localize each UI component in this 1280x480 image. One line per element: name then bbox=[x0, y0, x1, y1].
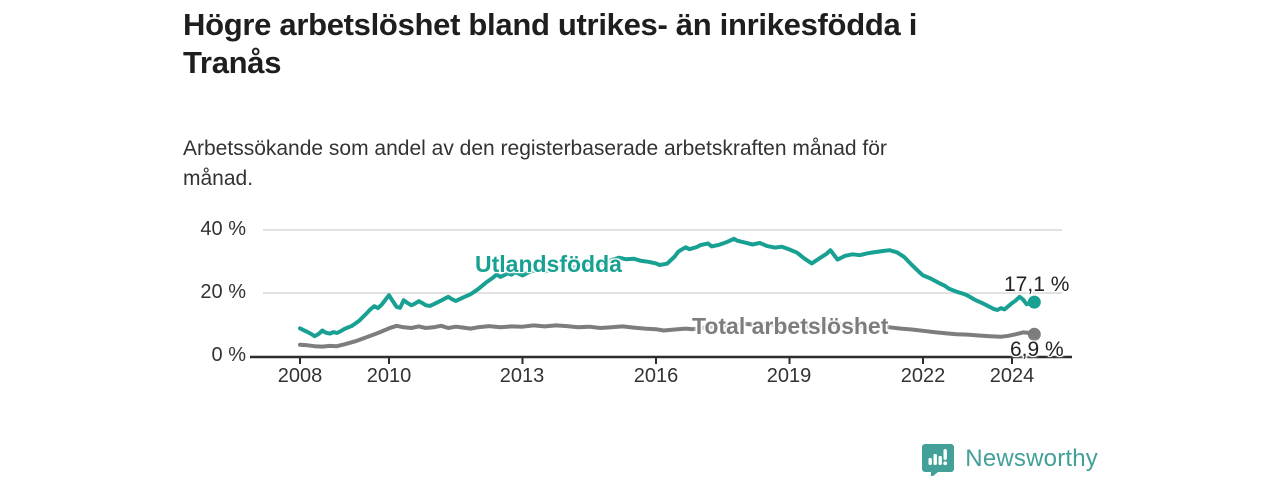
chart-title: Högre arbetslöshet bland utrikes- än inr… bbox=[183, 7, 918, 80]
series-label-utlandsfodda: Utlandsfödda bbox=[475, 251, 622, 277]
newsworthy-logo-text: Newsworthy bbox=[965, 445, 1098, 472]
y-axis-tick-label: 40 % bbox=[200, 218, 246, 240]
x-axis-tick-label: 2024 bbox=[989, 365, 1035, 387]
newsworthy-logo-icon bbox=[922, 444, 955, 476]
x-axis-tick-label: 2010 bbox=[366, 365, 412, 387]
series-label-total-arbetsloshet: Total arbetslöshet bbox=[692, 313, 889, 339]
series-line bbox=[298, 236, 1037, 339]
y-axis-tick-label: 0 % bbox=[211, 344, 246, 366]
end-value-label-utlandsfodda: 17,1 % bbox=[1004, 273, 1070, 296]
x-axis-tick-label: 2019 bbox=[766, 365, 812, 387]
x-axis-tick-label: 2013 bbox=[499, 365, 545, 387]
series-end-dot bbox=[1027, 295, 1041, 309]
series-line bbox=[298, 321, 1037, 349]
x-axis-tick-label: 2008 bbox=[277, 365, 323, 387]
x-axis-tick-label: 2022 bbox=[900, 365, 946, 387]
x-axis-tick-label: 2016 bbox=[633, 365, 679, 387]
y-axis-tick-label: 20 % bbox=[200, 281, 246, 303]
chart-subtitle: Arbetssökande som andel av den registerb… bbox=[183, 137, 887, 190]
series-end-dot bbox=[1027, 327, 1041, 341]
newsworthy-logo[interactable]: Newsworthy bbox=[921, 442, 1098, 476]
end-value-label-total: 6,9 % bbox=[1010, 338, 1064, 361]
